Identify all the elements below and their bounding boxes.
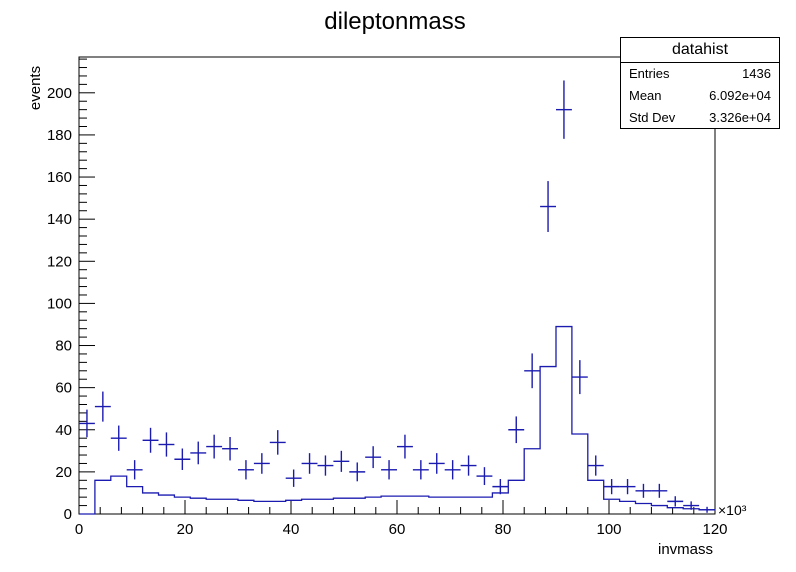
x-axis-label: invmass — [658, 541, 713, 558]
data-point — [524, 353, 541, 389]
stats-box: datahist Entries 1436 Mean 6.092e+04 Std… — [620, 37, 780, 129]
y-tick-label: 200 — [47, 85, 72, 102]
y-tick-label: 40 — [55, 422, 72, 439]
y-tick-label: 0 — [64, 506, 72, 523]
data-point — [79, 409, 95, 438]
data-point — [571, 360, 588, 395]
x-tick-label: 0 — [75, 521, 83, 538]
data-point — [508, 416, 525, 444]
data-point — [110, 425, 127, 451]
data-point — [397, 434, 413, 459]
x-tick-label: 80 — [495, 521, 512, 538]
x-tick-label: 20 — [177, 521, 194, 538]
data-point — [94, 391, 111, 422]
data-point — [667, 496, 684, 507]
stats-value-mean: 6.092e+04 — [709, 88, 771, 103]
stats-row-entries: Entries 1436 — [621, 63, 779, 85]
y-tick-label: 20 — [55, 464, 72, 481]
y-tick-label: 100 — [47, 295, 72, 312]
y-tick-label: 80 — [55, 338, 72, 355]
data-point — [619, 479, 636, 495]
data-point — [206, 434, 223, 459]
data-point — [317, 455, 334, 476]
stats-title: datahist — [621, 38, 779, 63]
data-point — [699, 506, 715, 513]
data-point — [412, 460, 429, 480]
data-point — [683, 501, 700, 510]
y-tick-label: 140 — [47, 211, 72, 228]
stats-value-entries: 1436 — [742, 66, 771, 81]
x-axis-multiplier: ×10³ — [718, 502, 747, 518]
y-tick-label: 120 — [47, 253, 72, 270]
data-point — [492, 479, 509, 495]
data-point — [301, 453, 318, 474]
stats-label-entries: Entries — [629, 66, 670, 81]
data-point — [174, 448, 191, 470]
data-point — [142, 427, 159, 453]
data-point — [635, 483, 652, 498]
data-point — [381, 460, 397, 480]
stats-value-stddev: 3.326e+04 — [709, 110, 771, 125]
stats-row-stddev: Std Dev 3.326e+04 — [621, 107, 779, 129]
data-point — [126, 460, 143, 480]
data-point — [587, 455, 604, 476]
y-tick-label: 180 — [47, 127, 72, 144]
data-point — [603, 479, 620, 495]
data-point — [349, 462, 366, 482]
stats-row-mean: Mean 6.092e+04 — [621, 85, 779, 107]
x-tick-label: 100 — [596, 521, 621, 538]
chart-title: dileptonmass — [324, 8, 465, 35]
data-point — [158, 432, 175, 457]
data-point — [269, 430, 286, 455]
data-point — [285, 469, 302, 487]
data-point — [428, 453, 445, 474]
data-point — [651, 483, 668, 498]
stats-label-stddev: Std Dev — [629, 110, 676, 125]
x-tick-label: 40 — [283, 521, 300, 538]
stats-label-mean: Mean — [629, 88, 662, 103]
data-point — [444, 460, 461, 480]
y-axis-label: events — [27, 66, 44, 110]
data-point — [333, 450, 350, 472]
x-tick-label: 120 — [702, 521, 727, 538]
data-point — [238, 460, 254, 480]
x-tick-label: 60 — [389, 521, 406, 538]
data-point — [540, 181, 556, 232]
data-point — [460, 455, 477, 476]
data-point — [190, 441, 207, 465]
data-point — [222, 436, 238, 461]
data-point — [253, 453, 270, 474]
y-tick-label: 160 — [47, 169, 72, 186]
step-histogram-line — [79, 325, 715, 515]
data-point — [556, 80, 572, 139]
data-point — [476, 467, 493, 486]
y-tick-label: 60 — [55, 380, 72, 397]
data-point — [365, 446, 382, 469]
